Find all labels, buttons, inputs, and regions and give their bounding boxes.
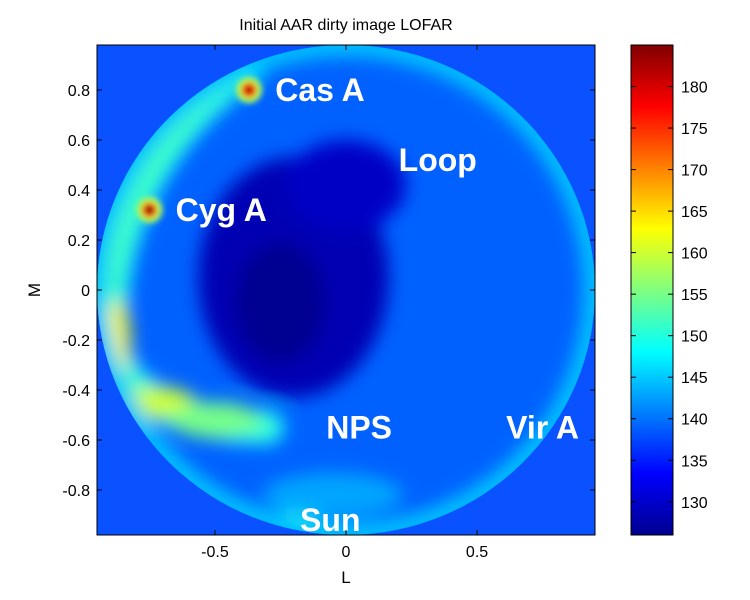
heatmap-image	[97, 45, 595, 535]
y-tick-label: 0.6	[68, 133, 90, 150]
colorbar-tick-label: 145	[681, 370, 708, 387]
colorbar-tick-label: 180	[681, 80, 708, 97]
source-label: Cas A	[275, 72, 365, 108]
x-axis: -0.5 0 0.5	[201, 45, 488, 561]
y-tick-label: -0.4	[62, 383, 90, 400]
colorbar-tick-label: 160	[681, 246, 708, 263]
y-axis-label: M	[25, 283, 44, 297]
y-tick-label: 0.2	[68, 233, 90, 250]
source-label: Sun	[300, 502, 360, 538]
cold-region-core	[235, 242, 326, 363]
plot-area: Cas A Cyg A Loop NPS Vir A Sun	[96, 44, 596, 538]
colorbar-tick-label: 175	[681, 121, 708, 138]
southern-emission	[262, 473, 403, 517]
y-tick-label: 0.4	[68, 183, 90, 200]
y-tick-label: -0.8	[62, 483, 90, 500]
x-axis-label: L	[341, 568, 350, 587]
y-axis: 0.8 0.6 0.4 0.2 0 -0.2 -0.4 -0.6 -0.8	[62, 83, 595, 500]
plane-warm	[169, 402, 260, 438]
colorbar-tick-label: 155	[681, 287, 708, 304]
x-tick-label: -0.5	[201, 544, 229, 561]
colorbar-tick-label: 150	[681, 329, 708, 346]
colorbar-frame	[630, 44, 674, 536]
x-tick-label: 0	[342, 544, 351, 561]
colorbar-tick-label: 135	[681, 453, 708, 470]
source-label: Cyg A	[176, 192, 267, 228]
colorbar-ticks: 130 135 140 145 150 155 160 165 170 175 180	[631, 80, 708, 512]
x-tick-label: 0.5	[466, 544, 488, 561]
colorbar-tick-label: 140	[681, 412, 708, 429]
y-tick-label: -0.6	[62, 433, 90, 450]
y-tick-label: 0	[81, 283, 90, 300]
compact-sources	[136, 77, 263, 223]
source-peak	[244, 85, 254, 95]
colorbar-gradient	[631, 45, 673, 535]
colorbar: 130 135 140 145 150 155 160 165 170 175 180	[630, 44, 708, 536]
colorbar-tick-label: 170	[681, 163, 708, 180]
y-tick-label: 0.8	[68, 83, 90, 100]
source-label: NPS	[326, 410, 392, 446]
chart-title: Initial AAR dirty image LOFAR	[239, 17, 452, 34]
y-tick-label: -0.2	[62, 333, 90, 350]
colorbar-tick-label: 130	[681, 495, 708, 512]
colorbar-tick-label: 165	[681, 204, 708, 221]
cold-region-north	[286, 140, 406, 230]
source-label: Loop	[399, 142, 477, 178]
source-label: Vir A	[506, 410, 579, 446]
diffuse-emission	[97, 45, 595, 535]
source-labels: Cas A Cyg A Loop NPS Vir A Sun	[176, 72, 579, 538]
source-peak	[144, 205, 154, 215]
